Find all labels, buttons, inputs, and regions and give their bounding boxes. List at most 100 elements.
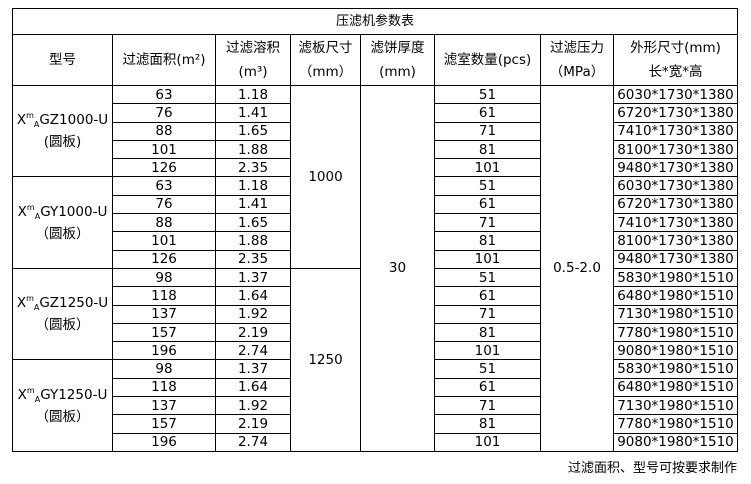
filter-volume-cell: 1.41	[215, 194, 291, 215]
chamber-count-cell: 51	[434, 176, 541, 196]
footnote: 过滤面积、型号可按要求制作	[567, 461, 737, 476]
filter-area-cell: 118	[112, 377, 216, 398]
dimensions-cell: 6480*1980*1510	[613, 286, 738, 306]
chamber-count-cell: 71	[434, 396, 541, 416]
table-row: 137 1.92 71 7130*1980*1510	[13, 304, 738, 324]
column-header: 滤室数量(pcs)	[434, 34, 541, 86]
dimensions-cell: 9480*1730*1380	[613, 158, 738, 178]
model-sub: A	[34, 211, 41, 221]
chamber-count-cell: 51	[434, 359, 541, 379]
model-sup: m	[26, 111, 34, 121]
model-note: （圆板）	[35, 317, 90, 334]
filter-volume-cell: 1.18	[215, 176, 291, 196]
filter-volume-cell: 2.35	[215, 158, 291, 178]
model-cell: XmAGZ1250-U （圆板）	[12, 267, 113, 361]
filter-area-cell: 63	[112, 176, 216, 196]
chamber-count-cell: 101	[434, 249, 541, 269]
chamber-count-cell: 101	[434, 341, 541, 361]
filter-area-cell: 118	[112, 286, 216, 306]
parameter-table: 压滤机参数表 型号 过滤面积(m²) 过滤溶积 (m³) 滤板尺寸 （mm） 滤饼厚度 (mm…	[12, 8, 738, 452]
table-row: XmAGY1250-U （圆板） 98 1.37 51 5830*1980*1510	[12, 359, 738, 452]
filter-area-cell: 88	[112, 213, 216, 233]
filter-volume-cell: 1.64	[215, 377, 291, 398]
filter-volume-cell: 2.74	[215, 341, 291, 361]
filter-volume-cell: 1.18	[215, 84, 291, 105]
model-prefix: X	[17, 386, 27, 403]
header-line-1: 过滤溶积	[226, 40, 280, 56]
filter-area-cell: 101	[112, 139, 216, 160]
model-prefix: X	[16, 112, 27, 129]
filter-area-cell: 196	[112, 341, 216, 361]
model-name: GZ1000-U	[39, 112, 109, 129]
filter-area-cell: 137	[112, 396, 216, 416]
dimensions-cell: 7410*1730*1380	[613, 213, 738, 233]
chamber-count-cell: 61	[434, 194, 541, 215]
dimensions-cell: 8100*1730*1380	[613, 231, 738, 251]
table-row: 157 2.19 81 7780*1980*1510	[13, 414, 738, 434]
column-header: 滤板尺寸 （mm）	[290, 34, 361, 86]
filter-area-cell: 63	[112, 84, 216, 105]
table-row: XmAGY1000-U （圆板） 63 1.18 51 6030*1730*1380	[12, 176, 738, 269]
header-line-1: 外形尺寸(mm)	[630, 40, 721, 56]
header-line-1: 过滤面积(m²)	[122, 52, 206, 68]
chamber-count-cell: 101	[434, 158, 541, 178]
dimensions-cell: 6030*1730*1380	[613, 176, 738, 196]
chamber-count-cell: 81	[434, 231, 541, 251]
filter-volume-cell: 1.92	[215, 304, 291, 324]
filter-volume-cell: 1.92	[215, 396, 291, 416]
filter-volume-cell: 1.64	[215, 286, 291, 306]
model-note: (圆板)	[43, 134, 82, 151]
filter-area-cell: 88	[112, 121, 216, 141]
table-row: 196 2.74 101 9080*1980*1510	[13, 432, 738, 452]
model-prefix: X	[16, 295, 27, 312]
filter-area-cell: 98	[112, 267, 216, 288]
chamber-count-cell: 61	[434, 377, 541, 398]
chamber-count-cell: 51	[434, 267, 541, 288]
header-line-2: (m³)	[238, 64, 268, 80]
header-line-2: 长*宽*高	[648, 64, 703, 80]
model-sub: A	[33, 120, 40, 130]
chamber-count-cell: 61	[434, 103, 541, 123]
header-line-2: （MPa）	[549, 64, 605, 80]
dimensions-cell: 9480*1730*1380	[613, 249, 738, 269]
column-header: 过滤面积(m²)	[112, 34, 216, 86]
filter-area-cell: 76	[112, 194, 216, 215]
header-line-1: 滤板尺寸	[298, 40, 353, 56]
model-sub: A	[33, 303, 40, 313]
dimensions-cell: 7130*1980*1510	[613, 304, 738, 324]
header-line-1: 过滤压力	[550, 40, 604, 56]
plate-size-cell: 1250	[290, 267, 361, 452]
filter-area-cell: 76	[112, 103, 216, 123]
dimensions-cell: 6480*1980*1510	[613, 377, 738, 398]
chamber-count-cell: 101	[434, 432, 541, 452]
model-note: （圆板）	[35, 408, 90, 425]
header-line-1: 滤饼厚度	[370, 40, 425, 56]
table-title: 压滤机参数表	[12, 8, 738, 35]
model-note: （圆板）	[35, 225, 90, 242]
dimensions-cell: 6720*1730*1380	[613, 194, 738, 215]
dimensions-cell: 7410*1730*1380	[613, 121, 738, 141]
table-row: 101 1.88 81 8100*1730*1380	[13, 139, 738, 160]
table-row: 76 1.41 61 6720*1730*1380	[13, 103, 738, 123]
table-row: 196 2.74 101 9080*1980*1510	[13, 341, 738, 361]
table-row: XmAGZ1000-U (圆板) 63 1.18 1000 30 51 0.5-2.0 6030…	[12, 84, 738, 452]
chamber-count-cell: 81	[434, 322, 541, 343]
model-cell: XmAGY1000-U （圆板）	[12, 176, 113, 269]
filter-volume-cell: 1.88	[215, 231, 291, 251]
dimensions-cell: 5830*1980*1510	[613, 267, 738, 288]
table-row: 126 2.35 101 9480*1730*1380	[13, 158, 738, 178]
column-header: 型号	[12, 34, 113, 86]
model-name: GY1250-U	[40, 386, 108, 403]
dimensions-cell: 7780*1980*1510	[613, 322, 738, 343]
model-sub: A	[34, 394, 41, 404]
header-row: 型号 过滤面积(m²) 过滤溶积 (m³) 滤板尺寸 （mm） 滤饼厚度 (mm) 滤室数量(p…	[12, 34, 738, 86]
filter-volume-cell: 1.37	[215, 359, 291, 379]
filter-volume-cell: 2.35	[215, 249, 291, 269]
filter-volume-cell: 1.37	[215, 267, 291, 288]
filter-volume-cell: 2.19	[215, 414, 291, 434]
plate-size-cell: 1000	[290, 85, 361, 269]
chamber-count-cell: 71	[434, 121, 541, 141]
filter-area-cell: 157	[112, 414, 216, 434]
header-line-2: （mm）	[298, 64, 353, 80]
filter-area-cell: 157	[112, 322, 216, 343]
